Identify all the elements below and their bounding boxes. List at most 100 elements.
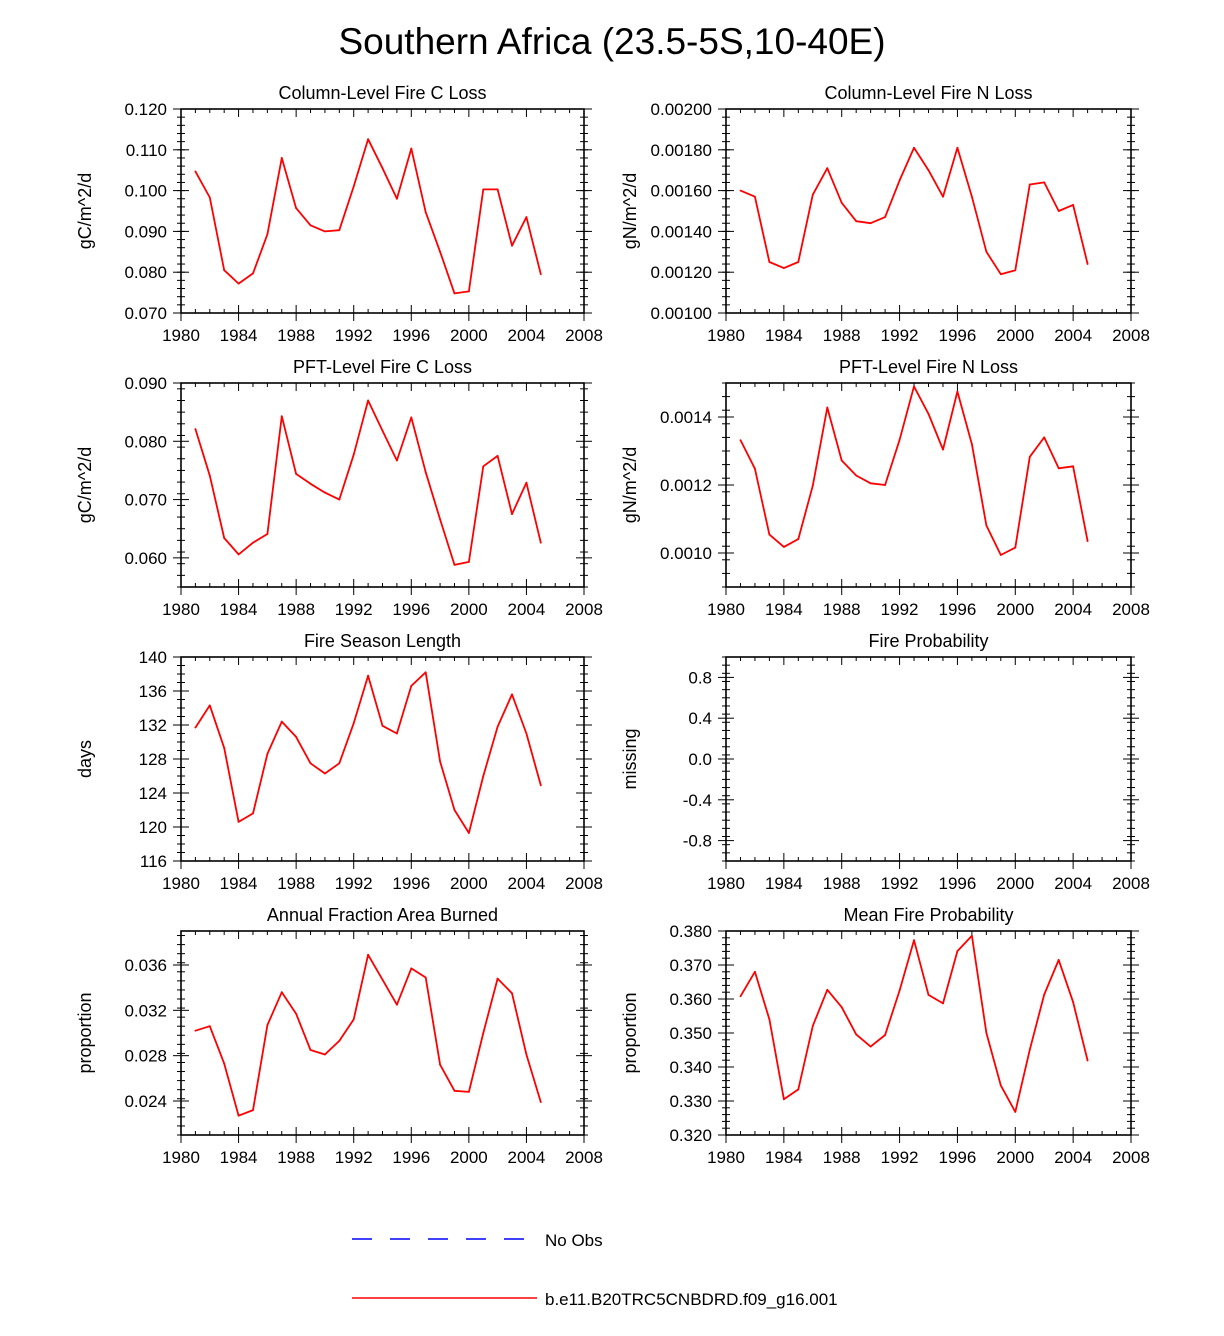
x-tick-label: 1980 bbox=[707, 874, 745, 893]
y-axis-label: gC/m^2/d bbox=[75, 173, 95, 249]
data-point bbox=[539, 1101, 542, 1104]
data-point bbox=[424, 211, 427, 214]
x-tick-label: 2008 bbox=[565, 1148, 603, 1167]
x-tick-label: 2000 bbox=[996, 874, 1034, 893]
x-tick-label: 2000 bbox=[996, 600, 1034, 619]
plot-frame bbox=[180, 382, 585, 588]
data-point bbox=[811, 193, 814, 196]
data-point bbox=[223, 747, 226, 749]
data-point bbox=[884, 1034, 887, 1036]
data-point bbox=[395, 459, 398, 462]
x-tick-label: 1988 bbox=[823, 1148, 861, 1167]
y-tick-label: 0.360 bbox=[669, 990, 712, 1009]
data-point bbox=[525, 1053, 528, 1056]
x-tick-label: 1988 bbox=[823, 874, 861, 893]
data-point bbox=[1014, 269, 1017, 272]
y-axis-label: gC/m^2/d bbox=[75, 447, 95, 523]
data-point bbox=[956, 146, 959, 149]
data-point bbox=[410, 685, 413, 687]
data-point bbox=[539, 273, 542, 276]
data-point bbox=[208, 196, 211, 199]
y-tick-label: 124 bbox=[139, 784, 167, 803]
x-tick-label: 1996 bbox=[939, 326, 977, 345]
x-tick-label: 2004 bbox=[1054, 874, 1092, 893]
data-point bbox=[496, 188, 499, 191]
legend-label-no-obs: No Obs bbox=[545, 1231, 603, 1250]
data-point bbox=[352, 722, 355, 725]
data-point bbox=[194, 1029, 197, 1032]
data-point bbox=[496, 977, 499, 980]
y-axis-label: proportion bbox=[75, 992, 95, 1073]
x-tick-label: 2008 bbox=[1112, 1148, 1150, 1167]
panel-fire-probability: Fire Probability missing 1980 1984 1988 1992 1… bbox=[620, 631, 1150, 893]
data-point bbox=[898, 438, 901, 441]
y-tick-label: 0.00120 bbox=[651, 263, 712, 282]
plot-frame bbox=[180, 656, 585, 862]
data-point bbox=[797, 261, 800, 263]
data-point bbox=[381, 429, 384, 432]
x-tick-label: 1980 bbox=[707, 600, 745, 619]
data-point bbox=[1028, 1048, 1031, 1051]
y-tick-label: 0.8 bbox=[688, 668, 712, 687]
x-tick-label: 1984 bbox=[765, 600, 803, 619]
data-point bbox=[482, 1032, 485, 1034]
x-tick-label: 1996 bbox=[939, 1148, 977, 1167]
data-point bbox=[956, 390, 959, 393]
y-tick-label: 136 bbox=[139, 682, 167, 701]
data-point bbox=[223, 269, 226, 272]
data-point bbox=[884, 216, 887, 219]
data-point bbox=[797, 538, 800, 540]
data-point bbox=[338, 762, 341, 765]
panel-title: PFT-Level Fire C Loss bbox=[293, 357, 472, 377]
x-tick-label: 1992 bbox=[881, 874, 919, 893]
data-point bbox=[782, 267, 785, 270]
data-point bbox=[927, 413, 930, 415]
x-tick-label: 1980 bbox=[162, 1148, 200, 1167]
plot-frame bbox=[725, 108, 1132, 314]
data-point bbox=[525, 481, 528, 484]
data-point bbox=[884, 484, 887, 486]
y-tick-label: 0.00180 bbox=[651, 141, 712, 160]
x-tick-label: 2008 bbox=[1112, 600, 1150, 619]
y-tick-label: 0.320 bbox=[669, 1126, 712, 1145]
data-point bbox=[913, 939, 915, 942]
data-point bbox=[309, 482, 312, 485]
x-tick-label: 1980 bbox=[707, 1148, 745, 1167]
data-point bbox=[395, 197, 398, 200]
x-tick-label: 1996 bbox=[939, 874, 977, 893]
data-point bbox=[194, 428, 197, 430]
data-point bbox=[324, 1053, 326, 1056]
y-tick-label: 0.0014 bbox=[660, 408, 712, 427]
data-point bbox=[352, 185, 355, 188]
data-point bbox=[467, 290, 470, 293]
y-axis-label: gN/m^2/d bbox=[620, 173, 640, 249]
x-tick-label: 2004 bbox=[508, 1148, 546, 1167]
data-point bbox=[395, 1003, 398, 1006]
data-point bbox=[754, 467, 756, 470]
data-point bbox=[840, 1006, 843, 1009]
data-point bbox=[855, 220, 858, 223]
data-point bbox=[252, 1109, 254, 1111]
x-tick-label: 1988 bbox=[277, 326, 315, 345]
data-point bbox=[1057, 210, 1060, 212]
data-point bbox=[266, 753, 269, 755]
y-tick-label: 0.370 bbox=[669, 956, 712, 975]
data-point bbox=[840, 459, 843, 462]
data-point bbox=[539, 784, 542, 787]
data-point bbox=[424, 471, 427, 474]
data-point bbox=[1043, 436, 1046, 439]
data-point bbox=[754, 195, 756, 198]
data-point bbox=[1086, 263, 1089, 265]
data-point bbox=[482, 775, 485, 777]
data-point bbox=[280, 991, 283, 994]
y-axis-label: proportion bbox=[620, 992, 640, 1073]
data-point bbox=[956, 950, 959, 952]
plot-frame bbox=[725, 656, 1132, 862]
x-tick-label: 1996 bbox=[939, 600, 977, 619]
data-point bbox=[280, 157, 283, 159]
data-point bbox=[482, 465, 485, 468]
panel-title: Annual Fraction Area Burned bbox=[267, 905, 498, 925]
x-tick-label: 1980 bbox=[707, 326, 745, 345]
x-tick-label: 2008 bbox=[565, 874, 603, 893]
legend: No Obs b.e11.B20TRC5CNBDRD.f09_g16.001 bbox=[352, 1231, 838, 1309]
